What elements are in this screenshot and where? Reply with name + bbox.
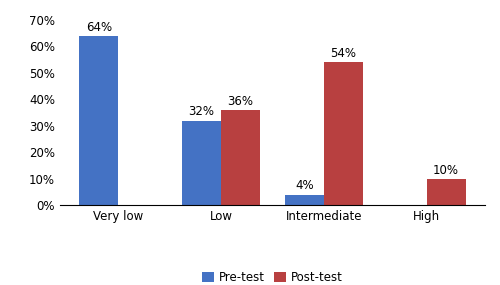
Bar — [221, 110, 260, 205]
Bar — [80, 36, 118, 205]
Bar — [426, 179, 466, 205]
Bar — [285, 195, 324, 205]
Bar — [324, 62, 363, 205]
Text: 4%: 4% — [295, 180, 314, 192]
Legend: Pre-test, Post-test: Pre-test, Post-test — [198, 267, 348, 285]
Bar — [182, 121, 221, 205]
Text: 54%: 54% — [330, 47, 356, 60]
Text: 10%: 10% — [433, 164, 459, 177]
Text: 32%: 32% — [188, 105, 214, 118]
Text: 64%: 64% — [86, 21, 112, 34]
Text: 36%: 36% — [228, 95, 254, 108]
